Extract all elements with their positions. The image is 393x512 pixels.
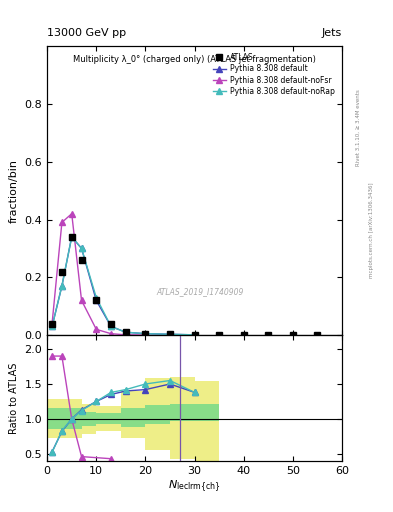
Legend: ATLAS, Pythia 8.308 default, Pythia 8.308 default-noFsr, Pythia 8.308 default-no: ATLAS, Pythia 8.308 default, Pythia 8.30… [209, 50, 338, 99]
Text: ATLAS_2019_I1740909: ATLAS_2019_I1740909 [157, 287, 244, 296]
Y-axis label: Ratio to ATLAS: Ratio to ATLAS [9, 362, 19, 434]
X-axis label: $N_\mathrm{leclrm\{ch\}}$: $N_\mathrm{leclrm\{ch\}}$ [168, 478, 221, 495]
Text: mcplots.cern.ch [arXiv:1306.3436]: mcplots.cern.ch [arXiv:1306.3436] [369, 183, 375, 278]
Text: Rivet 3.1.10, ≥ 3.4M events: Rivet 3.1.10, ≥ 3.4M events [356, 90, 361, 166]
Text: Multiplicity λ_0° (charged only) (ATLAS jet fragmentation): Multiplicity λ_0° (charged only) (ATLAS … [73, 55, 316, 64]
Text: 13000 GeV pp: 13000 GeV pp [47, 28, 126, 38]
Text: Jets: Jets [321, 28, 342, 38]
Y-axis label: fraction/bin: fraction/bin [9, 159, 19, 223]
